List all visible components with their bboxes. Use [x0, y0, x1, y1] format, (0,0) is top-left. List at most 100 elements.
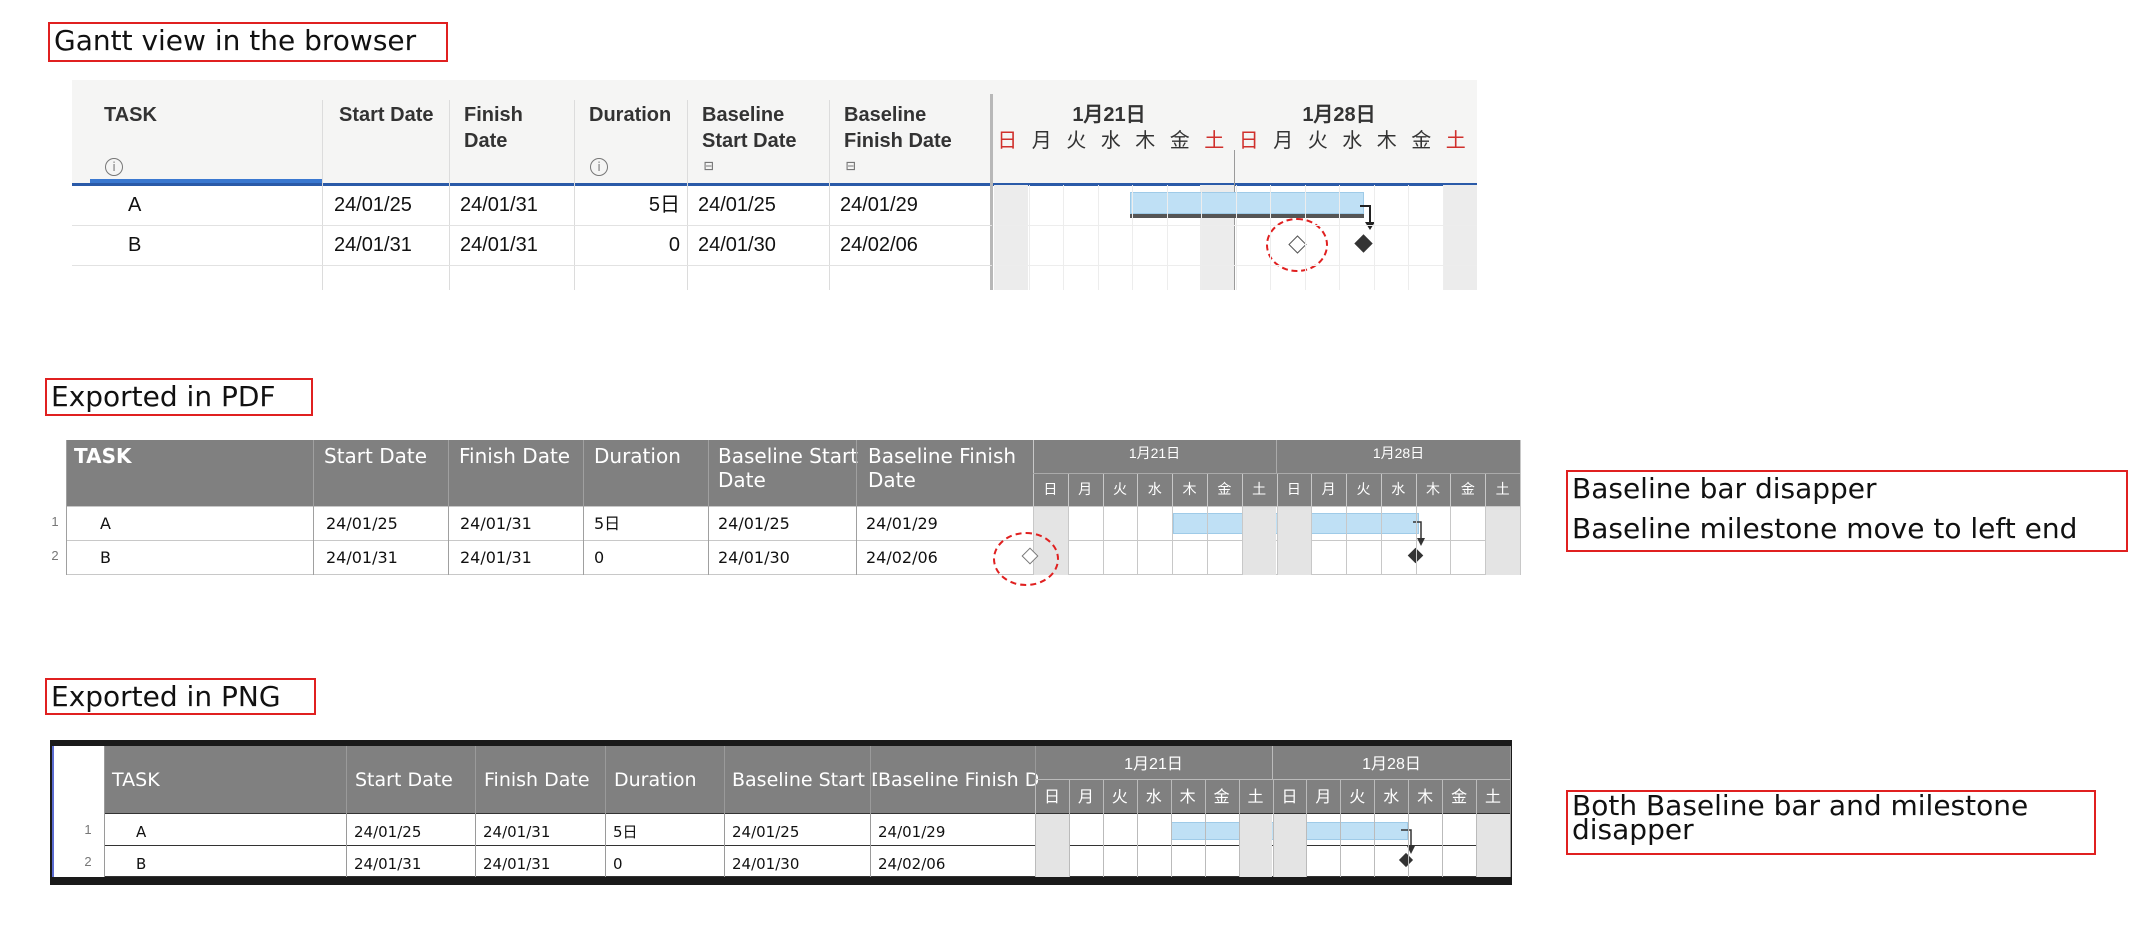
- col-line: [708, 440, 709, 575]
- info-icon[interactable]: i: [105, 158, 123, 176]
- finish-date[interactable]: 24/01/31: [460, 194, 538, 216]
- row-line: [66, 574, 1520, 575]
- col-start: Start Date: [324, 444, 428, 468]
- grid-line: [1132, 185, 1133, 290]
- baseline-icon[interactable]: ⊟: [704, 156, 714, 175]
- grid-line: [1206, 474, 1208, 575]
- baseline-start: 24/01/25: [718, 514, 790, 533]
- png-header: [104, 746, 1510, 814]
- finish-date: 24/01/31: [483, 823, 551, 841]
- day-label: 日: [1238, 128, 1259, 152]
- start-date[interactable]: 24/01/31: [334, 234, 412, 256]
- dependency-arrow-icon: [1360, 205, 1375, 230]
- day-label: 水: [1100, 128, 1121, 152]
- day-label: 日: [1286, 482, 1301, 498]
- grid-line: [1067, 474, 1069, 575]
- col-finish: Finish Date: [459, 444, 571, 468]
- baseline-finish: 24/01/29: [866, 514, 938, 533]
- row-divider: [72, 225, 992, 226]
- row-line: [104, 876, 1510, 877]
- col-baseline-finish: Baseline Finish Date: [868, 444, 1017, 492]
- grid-line: [1374, 780, 1376, 877]
- start-date: 24/01/31: [354, 855, 422, 873]
- col-line: [1510, 746, 1511, 877]
- grid-line: [1170, 780, 1172, 877]
- duration[interactable]: 0: [668, 234, 680, 256]
- label-png: Exported in PNG: [45, 678, 316, 715]
- col-task: TASK: [74, 444, 132, 468]
- col-baseline-start[interactable]: Baseline Start Date: [702, 104, 797, 152]
- grid-line: [1097, 185, 1099, 290]
- day-label: 土: [1445, 128, 1466, 152]
- col-duration: Duration: [614, 769, 697, 791]
- baseline-start[interactable]: 24/01/30: [698, 234, 776, 256]
- day-label: 水: [1145, 787, 1162, 806]
- baseline-start: 24/01/30: [732, 855, 800, 873]
- baseline-finish: 24/01/29: [878, 823, 946, 841]
- row-line: [104, 813, 1510, 814]
- day-label: 金: [1411, 128, 1432, 152]
- note-pdf: Baseline bar disapper Baseline milestone…: [1566, 470, 2128, 552]
- start-date[interactable]: 24/01/25: [334, 194, 412, 216]
- col-baseline-start: Baseline Start Date: [718, 444, 859, 492]
- grid-line: [1136, 780, 1138, 877]
- col-finish[interactable]: Finish Date: [464, 104, 523, 152]
- task-name[interactable]: B: [128, 234, 142, 256]
- grid-line: [1033, 474, 1034, 575]
- grid-line: [1204, 780, 1206, 877]
- col-divider: [687, 100, 688, 290]
- baseline-start[interactable]: 24/01/25: [698, 194, 776, 216]
- grid-line: [1380, 474, 1382, 575]
- col-finish: Finish Date: [484, 769, 590, 791]
- baseline-icon[interactable]: ⊟: [846, 156, 856, 175]
- weekend-column: [1485, 507, 1520, 575]
- task-name[interactable]: A: [128, 194, 142, 216]
- info-icon[interactable]: i: [590, 158, 608, 176]
- grid-line: [1172, 474, 1174, 575]
- grid-line: [1238, 780, 1240, 877]
- day-label: 月: [1315, 787, 1332, 806]
- grid-line: [1235, 185, 1237, 290]
- task-col-active-underline: [90, 179, 322, 183]
- duration[interactable]: 5日: [648, 194, 680, 216]
- col-baseline-finish[interactable]: Baseline Finish Date: [844, 104, 952, 152]
- weekend-column: [1238, 814, 1273, 877]
- day-label: 土: [1485, 787, 1502, 806]
- task-name: B: [136, 855, 147, 873]
- grid-line: [1340, 780, 1342, 877]
- day-label: 金: [1169, 128, 1190, 152]
- day-label: 月: [1078, 482, 1093, 498]
- col-line: [583, 440, 584, 575]
- week-divider: [1276, 440, 1277, 474]
- grid-splitter[interactable]: [990, 94, 993, 290]
- milestone-diamond-icon[interactable]: [1354, 234, 1373, 253]
- week-label: 1月28日: [1362, 756, 1421, 773]
- finish-date: 24/01/31: [460, 514, 532, 533]
- finish-date: 24/01/31: [483, 855, 551, 873]
- finish-date[interactable]: 24/01/31: [460, 234, 538, 256]
- day-label: 木: [1417, 787, 1434, 806]
- col-start[interactable]: Start Date: [339, 104, 434, 126]
- row-line: [66, 506, 1520, 507]
- png-canvas: TASK Start Date Finish Date Duration Bas…: [52, 746, 1511, 877]
- col-task[interactable]: TASK: [104, 104, 157, 126]
- grid-line: [1035, 780, 1036, 877]
- day-label: 木: [1182, 482, 1197, 498]
- grid-line: [1339, 185, 1340, 290]
- dependency-arrow-icon: [1413, 521, 1425, 546]
- col-duration[interactable]: Duration: [589, 104, 672, 126]
- col-line: [475, 746, 476, 877]
- duration: 0: [613, 855, 623, 873]
- grid-line: [1028, 185, 1030, 290]
- highlight-circle: [1266, 218, 1328, 272]
- baseline-finish[interactable]: 24/02/06: [840, 234, 918, 256]
- week-label: 1月21日: [1124, 756, 1183, 773]
- duration: 5日: [613, 823, 638, 841]
- weekend-column: [1272, 814, 1307, 877]
- day-label: 火: [1111, 787, 1128, 806]
- col-divider: [449, 100, 450, 290]
- baseline-finish[interactable]: 24/01/29: [840, 194, 918, 216]
- task-bar-a[interactable]: [1130, 192, 1364, 214]
- grid-line: [1306, 780, 1308, 877]
- duration: 5日: [594, 514, 621, 533]
